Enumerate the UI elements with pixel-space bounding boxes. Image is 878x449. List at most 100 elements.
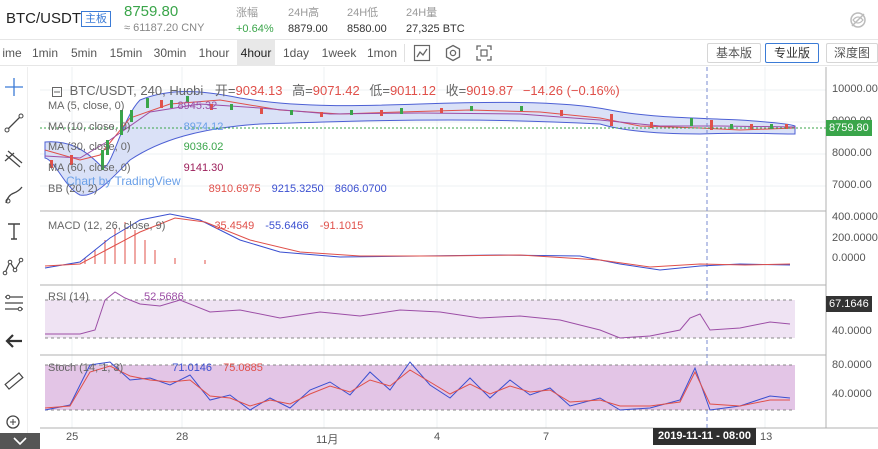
macd-line: [44, 213, 791, 271]
arrow-left-icon[interactable]: [2, 329, 26, 353]
open-label: 开=: [214, 83, 236, 98]
fib-icon[interactable]: [2, 291, 26, 315]
price-axis-label: 10000.00: [832, 83, 878, 95]
collapse-toolbar-button[interactable]: [0, 433, 40, 449]
stat-label: 24H量: [406, 7, 438, 19]
stat-value: +0.64%: [236, 23, 274, 35]
toolbar-divider: [404, 44, 405, 62]
macd-legend: MACD (12, 26, close, 9) 35.4549 -55.6466…: [48, 220, 363, 232]
crosshair-time-label: 2019-11-11 - 08:00: [653, 428, 756, 445]
text-icon[interactable]: [2, 219, 26, 243]
ma60-legend: MA (60, close, 0) 9141.30: [48, 162, 223, 174]
brush-icon[interactable]: [2, 183, 26, 207]
stoch-axis-label: 40.0000: [832, 388, 872, 400]
change-value: −14.26 (−0.16%): [522, 83, 620, 98]
tradingview-watermark[interactable]: Chart by TradingView: [66, 174, 181, 188]
pair-name[interactable]: BTC/USDT: [6, 10, 81, 27]
stat-24h-high: 24H高 8879.00: [288, 4, 328, 35]
indicator-name: MACD (12, 26, close, 9): [48, 220, 166, 232]
timeframe-5min[interactable]: 5min: [70, 46, 97, 60]
macd-histogram: [84, 222, 206, 264]
cny-price: ≈ 61187.20 CNY: [124, 22, 205, 34]
timeframe-1mon[interactable]: 1mon: [366, 46, 398, 60]
macd-value: -55.6466: [265, 220, 309, 232]
ma-line: [44, 103, 796, 159]
indicator-value: 8945.32: [177, 100, 218, 112]
time-axis-label: 13: [760, 431, 773, 443]
indicator-value: 8974.12: [183, 121, 224, 133]
timeframe-4hour[interactable]: 4hour: [237, 40, 275, 66]
stoch-k-line: [44, 361, 791, 411]
low-value: 9011.12: [389, 83, 436, 98]
signal-line: [44, 217, 791, 268]
stat-label: 涨幅: [236, 7, 258, 19]
chevron-down-icon: [13, 437, 27, 446]
stat-value: 8580.00: [347, 23, 387, 35]
basic-version-button[interactable]: 基本版: [707, 43, 761, 63]
high-value: 9071.42: [312, 83, 360, 98]
drawing-toolbar: [0, 67, 28, 449]
collapse-legend-icon[interactable]: [52, 86, 62, 97]
stoch-d-value: 75.0885: [223, 362, 263, 374]
close-label: 收=: [445, 83, 467, 98]
stat-24h-low: 24H低 8580.00: [347, 4, 387, 35]
low-label: 低=: [369, 83, 390, 98]
zoom-icon[interactable]: [2, 411, 26, 435]
settings-icon[interactable]: [444, 44, 462, 62]
timeframe-1day[interactable]: 1day: [282, 46, 310, 60]
open-value: 9034.13: [235, 83, 283, 98]
rsi-value-tag: 67.1646: [826, 296, 872, 312]
trend-line-icon[interactable]: [2, 111, 26, 135]
eye-off-icon[interactable]: [848, 10, 868, 30]
stoch-d-line: [44, 365, 790, 409]
stat-24h-volume: 24H量 27,325 BTC: [406, 4, 465, 35]
stoch-legend: Stoch (14, 1, 3) 71.0146 75.0885: [48, 362, 263, 374]
stoch-k-value: 71.0146: [172, 362, 213, 374]
watermark-text: Chart by TradingView: [66, 174, 181, 188]
pattern-icon[interactable]: [2, 255, 26, 279]
ma5-legend: MA (5, close, 0) 8945.32: [48, 100, 217, 112]
rsi-legend: RSI (14) 52.5686: [48, 291, 184, 303]
timeframe-30min[interactable]: 30min: [153, 46, 187, 60]
current-price-tag: 8759.80: [826, 120, 872, 136]
time-axis-label: 11月: [316, 434, 339, 446]
bb-basis-value: 8910.6975: [208, 183, 261, 195]
timeframe-realtime[interactable]: ime: [2, 46, 22, 60]
pitchfork-icon[interactable]: [2, 147, 26, 171]
timeframe-1hour[interactable]: 1hour: [198, 46, 230, 60]
stat-label: 24H高: [288, 7, 320, 19]
stoch-axis-label: 80.0000: [832, 359, 872, 371]
timeframe-1week[interactable]: 1week: [321, 46, 357, 60]
pro-version-button[interactable]: 专业版: [765, 43, 819, 63]
ma30-legend: MA (30, close, 0) 9036.02: [48, 141, 223, 153]
candlesticks: [50, 96, 788, 170]
ma10-legend: MA (10, close, 0) 8974.12: [48, 121, 223, 133]
macd-hist-value: 35.4549: [214, 220, 255, 232]
indicator-name: MA (30, close, 0): [48, 141, 131, 153]
fullscreen-icon[interactable]: [475, 44, 493, 62]
ticker-header: BTC/USDT 主板 8759.80 ≈ 61187.20 CNY 涨幅 +0…: [0, 0, 878, 40]
indicator-name: Stoch (14, 1, 3): [48, 362, 124, 374]
timeframe-1min[interactable]: 1min: [31, 46, 58, 60]
chart-toolbar: ime 1min 5min 15min 30min 1hour 4hour 1d…: [0, 40, 878, 66]
indicator-name: MA (60, close, 0): [48, 162, 131, 174]
indicator-name: BB (20, 2): [48, 183, 98, 195]
stat-value: 27,325 BTC: [406, 23, 465, 35]
indicator-value: 9036.02: [183, 141, 224, 153]
timeframe-15min[interactable]: 15min: [109, 46, 143, 60]
high-label: 高=: [292, 83, 313, 98]
time-axis-label: 28: [176, 431, 189, 443]
indicator-name: RSI (14): [48, 291, 89, 303]
chart-type-icon[interactable]: [413, 44, 431, 62]
last-price: 8759.80: [124, 3, 179, 20]
ruler-icon[interactable]: [2, 369, 26, 393]
indicator-name: MA (5, close, 0): [48, 100, 125, 112]
ohlc-legend: BTC/USDT, 240, Huobi 开=9034.13 高=9071.42…: [52, 80, 620, 99]
close-value: 9019.87: [466, 83, 514, 98]
price-axis-label: 8000.00: [832, 147, 872, 159]
indicator-name: MA (10, close, 0): [48, 121, 131, 133]
crosshair-icon[interactable]: [2, 75, 26, 99]
symbol-label: BTC/USDT, 240, Huobi: [69, 83, 204, 98]
time-axis-label: 7: [543, 431, 550, 443]
rsi-axis-label: 40.0000: [832, 325, 872, 337]
